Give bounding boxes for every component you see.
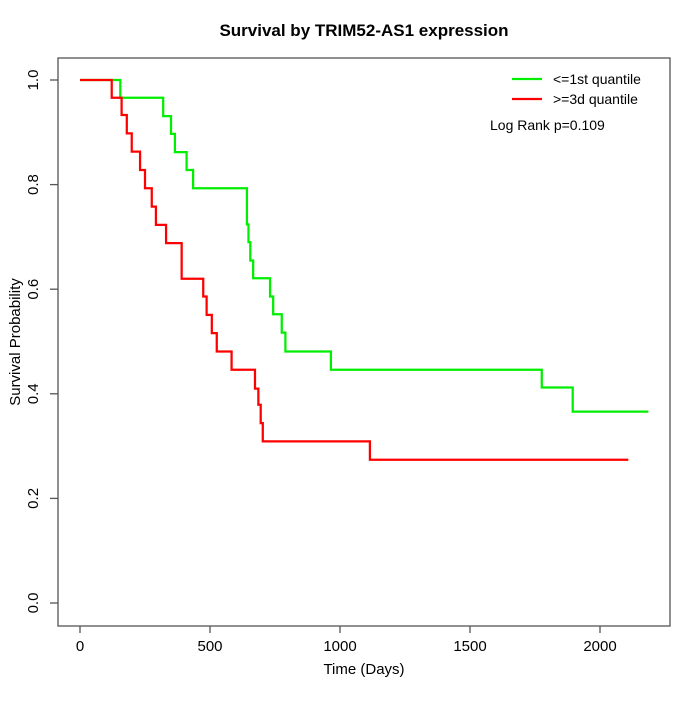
x-tick-label: 500 — [197, 638, 222, 655]
legend-label-red: >=3d quantile — [553, 91, 638, 107]
y-tick-label: 0.4 — [25, 383, 42, 404]
km-curve-high-quantile — [80, 78, 629, 461]
y-axis-title: Survival Probability — [7, 278, 24, 406]
chart-title: Survival by TRIM52-AS1 expression — [219, 21, 508, 40]
legend: <=1st quantile >=3d quantile Log Rank p=… — [490, 71, 641, 133]
x-tick-label: 1000 — [323, 638, 356, 655]
x-tick-label: 0 — [76, 638, 84, 655]
x-tick-label: 2000 — [583, 638, 616, 655]
y-tick-label: 0.8 — [25, 174, 42, 195]
km-curve-low-quantile — [80, 78, 649, 413]
y-tick-label: 1.0 — [25, 70, 42, 91]
x-axis-title: Time (Days) — [323, 661, 404, 678]
x-axis-ticks: 0 500 1000 1500 2000 — [76, 626, 617, 655]
plot-border — [57, 57, 671, 627]
y-tick-label: 0.0 — [25, 593, 42, 614]
y-axis-ticks: 0.0 0.2 0.4 0.6 0.8 1.0 — [25, 70, 58, 614]
x-tick-label: 1500 — [453, 638, 486, 655]
y-tick-label: 0.6 — [25, 279, 42, 300]
legend-label-green: <=1st quantile — [553, 71, 641, 87]
survival-curves — [80, 78, 649, 461]
y-tick-label: 0.2 — [25, 488, 42, 509]
pvalue-annotation: Log Rank p=0.109 — [490, 117, 605, 133]
